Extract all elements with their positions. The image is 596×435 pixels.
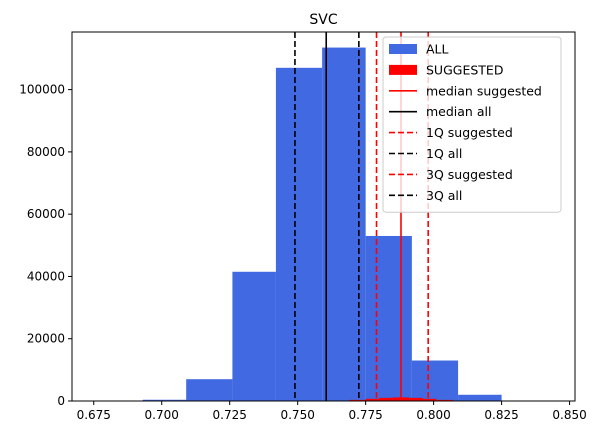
chart-title: SVC <box>309 12 337 28</box>
legend-swatch-all <box>389 44 417 54</box>
y-tick-label: 100000 <box>19 83 65 97</box>
axes-frame <box>71 31 576 402</box>
all-bar-4 <box>275 67 323 402</box>
x-tick-label: 0.700 <box>145 408 179 422</box>
suggested-bar-2 <box>365 398 380 401</box>
x-tick-label: 0.750 <box>280 408 314 422</box>
x-axis: 0.675 0.700 0.725 0.750 0.775 0.800 0.825 0.850 <box>77 401 587 422</box>
legend-label-1q-all: 1Q all <box>426 146 462 161</box>
x-tick-label: 0.850 <box>552 408 586 422</box>
suggested-bar-3 <box>379 397 393 401</box>
x-tick-label: 0.725 <box>213 408 247 422</box>
legend-swatch-suggested <box>389 64 417 75</box>
all-bar-6 <box>365 235 412 401</box>
y-tick-label: 80000 <box>27 145 65 159</box>
suggested-bar-7 <box>436 399 453 401</box>
y-tick-label: 20000 <box>27 332 65 346</box>
legend-label-all: ALL <box>426 42 449 57</box>
suggested-bar-5 <box>409 397 423 401</box>
legend-label-3q-all: 3Q all <box>426 188 462 203</box>
x-tick-label: 0.675 <box>77 408 111 422</box>
legend-label-suggested: SUGGESTED <box>426 62 503 77</box>
legend-label-median-all: median all <box>426 104 491 119</box>
x-tick-label: 0.775 <box>348 408 382 422</box>
legend-label-median-suggested: median suggested <box>426 83 542 98</box>
plot-area <box>142 32 548 402</box>
all-bar-1 <box>142 399 187 401</box>
all-bar-8 <box>458 394 502 401</box>
all-bar-7 <box>411 360 459 401</box>
x-tick-label: 0.825 <box>484 408 518 422</box>
x-tick-label: 0.800 <box>416 408 450 422</box>
legend: ALL SUGGESTED median suggested median all 1Q… <box>382 36 562 213</box>
legend-label-1q-suggested: 1Q suggested <box>426 125 513 140</box>
all-bar-3 <box>232 271 276 401</box>
y-axis: 0 20000 40000 60000 80000 100000 <box>19 83 72 408</box>
all-bar-2 <box>186 379 233 401</box>
suggested-bar-6 <box>422 398 437 401</box>
legend-label-3q-suggested: 3Q suggested <box>426 167 513 182</box>
suggested-bar-1 <box>349 399 366 401</box>
y-tick-label: 0 <box>57 394 65 408</box>
y-tick-label: 40000 <box>27 269 65 283</box>
y-tick-label: 60000 <box>27 207 65 221</box>
legend-box <box>382 36 562 213</box>
